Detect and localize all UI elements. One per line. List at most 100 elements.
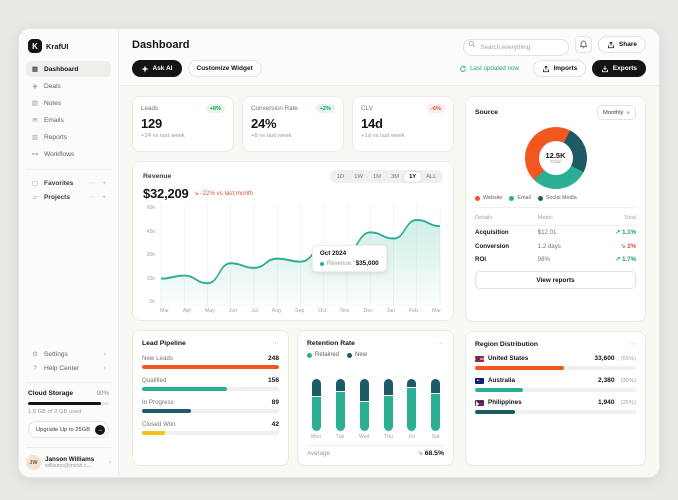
range-all[interactable]: ALL — [426, 173, 437, 180]
range-1y[interactable]: 1Y — [404, 171, 422, 182]
card-title: Source — [475, 109, 499, 116]
favorites-add-icon[interactable]: + — [102, 179, 106, 187]
view-reports-button[interactable]: View reports — [475, 271, 636, 290]
dropdown-value: Monthly — [602, 109, 624, 116]
user-profile[interactable]: JW Janson Williams williams@mesh.c... › — [26, 447, 111, 470]
stat-value: 14d — [361, 116, 383, 131]
more-options-icon[interactable]: ⋯ — [272, 340, 279, 347]
help-icon: ? — [33, 365, 37, 372]
exports-label: Exports — [612, 65, 637, 72]
sidebar-item-dashboard[interactable]: ▦ Dashboard — [26, 61, 111, 77]
main-header: Dashboard Share — [119, 29, 659, 86]
upgrade-label: Upgrade Up to 25GB — [36, 426, 91, 433]
tooltip-value: $35,000 — [355, 260, 379, 268]
section-label: Projects — [44, 193, 71, 201]
notifications-button[interactable] — [575, 36, 593, 53]
sidebar-section-favorites[interactable]: ▢ Favorites ⋯ + — [26, 176, 111, 190]
dashboard-icon: ▦ — [31, 66, 39, 73]
app-window: K KrafUI ▦ Dashboard ◈ Deals ▤ Notes ✉ E… — [18, 28, 660, 478]
cloud-storage-widget: Cloud Storage 90% 1.8 GB of 2 GB used Up… — [26, 381, 111, 441]
emails-icon: ✉ — [32, 117, 38, 124]
stacked-bar — [407, 378, 417, 431]
monthly-dropdown[interactable]: Monthly ▾ — [596, 105, 636, 120]
sidebar-item-workflows[interactable]: ⊶ Workflows — [26, 146, 111, 162]
sidebar-item-notes[interactable]: ▤ Notes — [26, 95, 111, 111]
pipeline-row: New Leads 248 — [142, 355, 279, 369]
download-icon — [601, 65, 609, 73]
pipeline-row: Qualified 156 — [142, 377, 279, 391]
card-title: Lead Pipeline — [142, 339, 186, 347]
table-row: Acquisition $12.01 ↗ 1.1% — [475, 229, 636, 237]
range-1m[interactable]: 1M — [372, 173, 382, 180]
us-flag-icon — [475, 355, 484, 362]
trend-up-icon: ↗ — [615, 229, 621, 237]
card-title: Retention Rate — [307, 339, 355, 347]
lead-pipeline-card: Lead Pipeline ⋯ New Leads 248 Qualified 15… — [132, 330, 289, 466]
source-card: Source Monthly ▾ 12.5K Total — [465, 96, 646, 322]
stacked-bar — [430, 378, 440, 431]
stat-subtext: +1d vs last week — [361, 133, 405, 139]
bell-icon — [579, 40, 588, 49]
status-badge: -6% — [427, 104, 445, 113]
chevron-right-icon: › — [108, 459, 111, 466]
status-badge: +8% — [205, 104, 225, 113]
range-1d[interactable]: 1D — [336, 173, 345, 180]
tooltip-label: Revenue: — [326, 260, 353, 267]
range-3m[interactable]: 3M — [391, 173, 400, 180]
search-input[interactable] — [463, 39, 570, 56]
customize-widget-button[interactable]: Customize Widget — [187, 60, 262, 77]
share-button[interactable]: Share — [598, 36, 646, 53]
brand-logo: K — [28, 39, 42, 53]
storage-used-label: 1.8 GB of 2 GB used — [28, 409, 82, 415]
refresh-icon — [459, 65, 467, 73]
upgrade-button[interactable]: Upgrade Up to 25GB → — [28, 421, 109, 438]
sidebar-item-label: Workflows — [44, 150, 75, 158]
range-1w[interactable]: 1W — [354, 173, 363, 180]
card-title: Region Distribution — [475, 340, 539, 348]
region-row: United States 33,600 (55%) — [475, 355, 636, 370]
sidebar-item-help-center[interactable]: ? Help Center › — [26, 362, 111, 376]
sidebar-item-reports[interactable]: ▥ Reports — [26, 129, 111, 145]
source-donut-chart: 12.5K Total — [524, 127, 587, 189]
sidebar-item-emails[interactable]: ✉ Emails — [26, 112, 111, 128]
tooltip-title: Oct 2024 — [319, 250, 347, 258]
storage-progress-bar — [28, 401, 109, 405]
imports-button[interactable]: Imports — [532, 60, 587, 77]
trend-down-icon: ↘ — [193, 190, 199, 197]
stat-card-clv: CLV -6% 14d +1d vs last week — [352, 96, 454, 152]
ask-ai-button[interactable]: Ask AI — [132, 60, 182, 77]
projects-more-icon[interactable]: ⋯ — [88, 194, 96, 201]
retained-dot-icon — [307, 352, 312, 358]
table-row: Conversion 1.2 days ↘ 2% — [475, 242, 636, 250]
avatar: JW — [26, 455, 41, 470]
favorites-more-icon[interactable]: ⋯ — [88, 180, 96, 187]
page-title: Dashboard — [132, 38, 190, 51]
sidebar-item-settings[interactable]: ⚙ Settings › — [26, 347, 111, 362]
retention-legend: Retained New — [307, 352, 444, 358]
sidebar-item-label: Deals — [44, 82, 61, 90]
new-dot-icon — [347, 352, 353, 358]
sidebar-section-projects[interactable]: ▱ Projects ⋯ + — [26, 190, 111, 204]
stacked-bar — [311, 378, 321, 431]
search-box — [463, 36, 570, 56]
social-dot-icon — [537, 195, 543, 201]
source-legend: Website Email Social Media — [475, 194, 636, 207]
more-options-icon[interactable]: ⋯ — [629, 341, 636, 348]
exports-button[interactable]: Exports — [592, 60, 646, 77]
more-options-icon[interactable]: ⋯ — [437, 340, 444, 347]
projects-add-icon[interactable]: + — [102, 193, 106, 201]
sidebar: K KrafUI ▦ Dashboard ◈ Deals ▤ Notes ✉ E… — [19, 29, 119, 477]
sidebar-item-deals[interactable]: ◈ Deals — [26, 78, 111, 94]
stat-card-leads: Leads +8% 129 +24 vs last week — [132, 96, 234, 152]
arrow-right-icon: → — [95, 424, 105, 435]
workflows-icon: ⊶ — [31, 151, 39, 158]
ask-ai-label: Ask AI — [152, 65, 173, 72]
stat-value: 24% — [251, 116, 277, 131]
storage-percent: 90% — [96, 389, 109, 397]
email-dot-icon — [509, 195, 515, 201]
last-updated-label: Last updated now — [470, 65, 519, 72]
search-icon — [468, 40, 476, 48]
australia-flag-icon — [475, 377, 484, 384]
projects-icon: ▱ — [32, 194, 38, 201]
pipeline-row: In Progress 89 — [142, 399, 279, 413]
